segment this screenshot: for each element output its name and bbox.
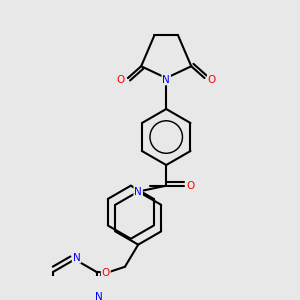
Text: O: O (102, 268, 110, 278)
Text: N: N (162, 74, 170, 85)
Text: N: N (134, 187, 142, 196)
Text: N: N (73, 253, 80, 262)
Text: O: O (208, 74, 216, 85)
Text: O: O (186, 181, 194, 191)
Text: O: O (116, 74, 124, 85)
Text: N: N (95, 292, 103, 300)
